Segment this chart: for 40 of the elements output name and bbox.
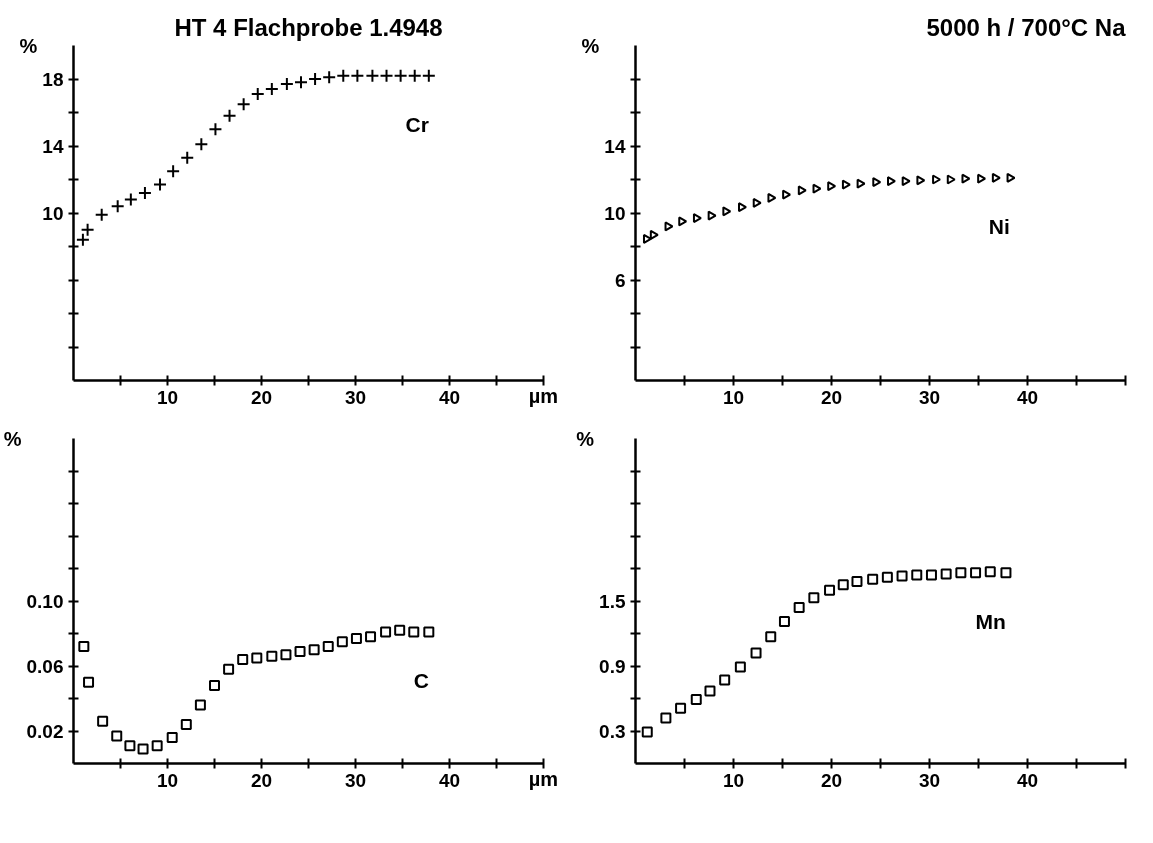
series-label: Ni (988, 214, 1010, 238)
x-tick-label: 40 (438, 386, 461, 408)
x-tick-label: 10 (722, 386, 745, 408)
x-tick-label: 20 (820, 769, 843, 791)
y-tick-label: 1.5 (599, 590, 626, 612)
y-axis-title: % (3, 427, 22, 450)
chart-title: HT 4 Flachprobe 1.4948 (174, 13, 443, 41)
y-tick-label: 0.02 (26, 720, 64, 742)
x-tick-label: 30 (918, 386, 941, 408)
y-tick-label: 10 (42, 202, 64, 224)
y-tick-label: 18 (42, 68, 64, 90)
y-axis-title: % (19, 34, 38, 57)
y-tick-label: 10 (604, 202, 626, 224)
x-tick-label: 30 (918, 769, 941, 791)
y-tick-label: 0.06 (26, 655, 64, 677)
y-tick-label: 14 (42, 135, 64, 157)
y-tick-label: 14 (604, 135, 626, 157)
x-tick-label: 40 (1016, 769, 1039, 791)
x-tick-label: 40 (1016, 386, 1039, 408)
series-label: Mn (975, 609, 1006, 633)
x-tick-label: 10 (722, 769, 745, 791)
x-axis-title: µm (528, 767, 559, 790)
x-tick-label: 30 (344, 386, 367, 408)
x-tick-label: 40 (438, 769, 461, 791)
x-tick-label: 20 (250, 769, 273, 791)
x-tick-label: 10 (156, 769, 179, 791)
x-tick-label: 10 (156, 386, 179, 408)
y-tick-label: 0.9 (599, 655, 626, 677)
x-tick-label: 20 (820, 386, 843, 408)
y-tick-label: 0.3 (599, 720, 626, 742)
x-tick-label: 30 (344, 769, 367, 791)
series-label: Cr (405, 112, 429, 136)
series-label: C (413, 668, 429, 692)
chart-title: 5000 h / 700°C Na (926, 13, 1127, 41)
x-tick-label: 20 (250, 386, 273, 408)
y-tick-label: 0.10 (26, 590, 64, 612)
y-tick-label: 6 (614, 269, 626, 291)
y-axis-title: % (576, 427, 595, 450)
x-axis-title: µm (528, 384, 559, 407)
y-axis-title: % (581, 34, 600, 57)
